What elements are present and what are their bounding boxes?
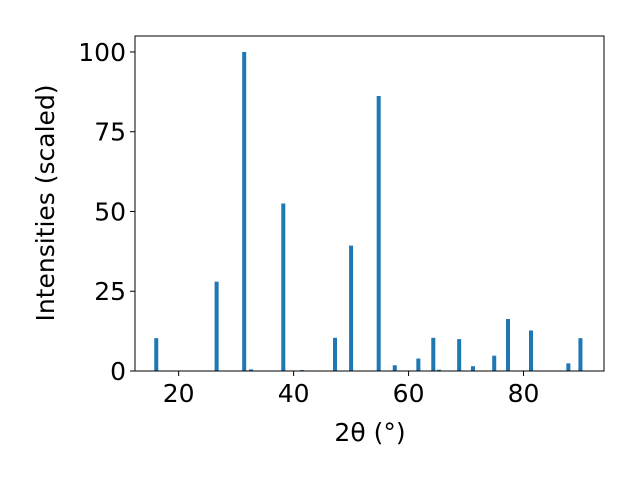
x-axis-label: 2θ (°) — [334, 418, 405, 447]
plot-frame — [134, 35, 605, 372]
bar — [281, 203, 286, 371]
bar — [506, 319, 511, 371]
y-tick-label: 100 — [78, 38, 126, 67]
y-tick-label: 25 — [94, 277, 126, 306]
x-tick-label: 60 — [393, 379, 425, 408]
bar — [333, 337, 338, 371]
bar — [528, 330, 534, 371]
bar — [154, 338, 159, 371]
bar — [416, 358, 421, 371]
bar — [470, 366, 475, 371]
y-axis-label: Intensities (scaled) — [31, 84, 60, 321]
bar — [249, 369, 254, 371]
bar — [214, 281, 219, 371]
y-axis-ticks: 0 25 50 75 100 — [78, 38, 135, 386]
bar — [457, 339, 462, 371]
bars-group — [154, 51, 583, 371]
bar — [431, 337, 436, 371]
bar — [242, 51, 247, 371]
x-tick-label: 20 — [163, 379, 195, 408]
bar — [392, 365, 397, 371]
bar — [566, 363, 571, 371]
bar — [492, 355, 497, 371]
x-tick-label: 80 — [508, 379, 540, 408]
bar — [349, 245, 354, 371]
bar — [376, 95, 381, 371]
bar — [437, 369, 442, 371]
y-tick-label: 0 — [110, 357, 126, 386]
x-tick-label: 40 — [278, 379, 310, 408]
y-tick-label: 75 — [94, 118, 126, 147]
x-axis-ticks: 20 40 60 80 — [163, 371, 540, 408]
y-tick-label: 50 — [94, 197, 126, 226]
bar — [578, 338, 583, 371]
